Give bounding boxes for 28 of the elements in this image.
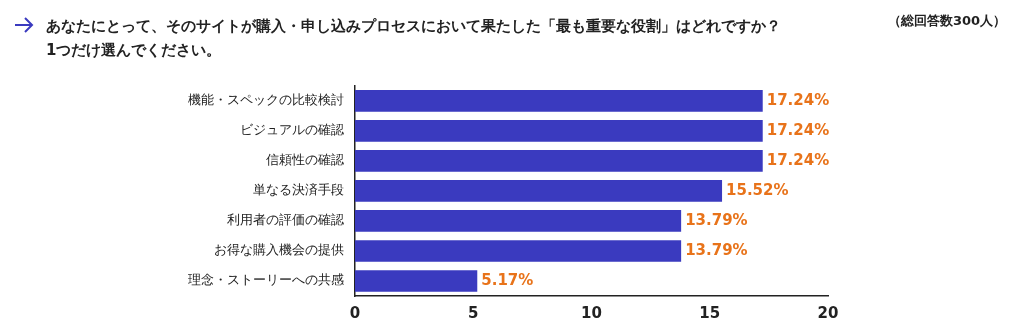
y-tick-label: お得な購入機会の提供	[214, 242, 344, 258]
y-tick-label: 利用者の評価の確認	[227, 212, 344, 228]
x-tick-label: 5	[468, 303, 479, 322]
data-label: 15.52%	[726, 180, 789, 199]
bar	[355, 150, 763, 172]
data-label: 13.79%	[685, 210, 748, 229]
bar	[355, 270, 478, 292]
y-tick-label: 機能・スペックの比較検討	[188, 92, 344, 108]
y-tick-label: ビジュアルの確認	[240, 122, 344, 138]
bar	[355, 240, 682, 262]
y-tick-label: 理念・ストーリーへの共感	[188, 272, 344, 288]
data-label: 17.24%	[766, 90, 830, 109]
bar	[355, 120, 763, 142]
x-tick-label: 15	[699, 303, 721, 322]
bar	[355, 90, 763, 112]
bar	[355, 180, 723, 202]
data-label: 17.24%	[766, 120, 830, 139]
bar	[355, 210, 682, 232]
data-label: 13.79%	[685, 240, 748, 259]
data-label: 17.24%	[766, 150, 830, 169]
x-tick-label: 0	[349, 303, 361, 322]
chart-title: あなたにとって、そのサイトが購入・申し込みプロセスにおいて果たした「最も重要な役割」はどれですか？ 1つだけ選んでください。	[46, 16, 781, 61]
y-tick-label: 単なる決済手段	[253, 182, 344, 198]
y-tick-label: 信頼性の確認	[266, 152, 344, 168]
x-tick-label: 10	[581, 303, 602, 322]
x-tick-label: 20	[817, 303, 839, 322]
text: （総回答数300人）	[888, 12, 1007, 30]
data-label: 5.17%	[481, 270, 534, 289]
